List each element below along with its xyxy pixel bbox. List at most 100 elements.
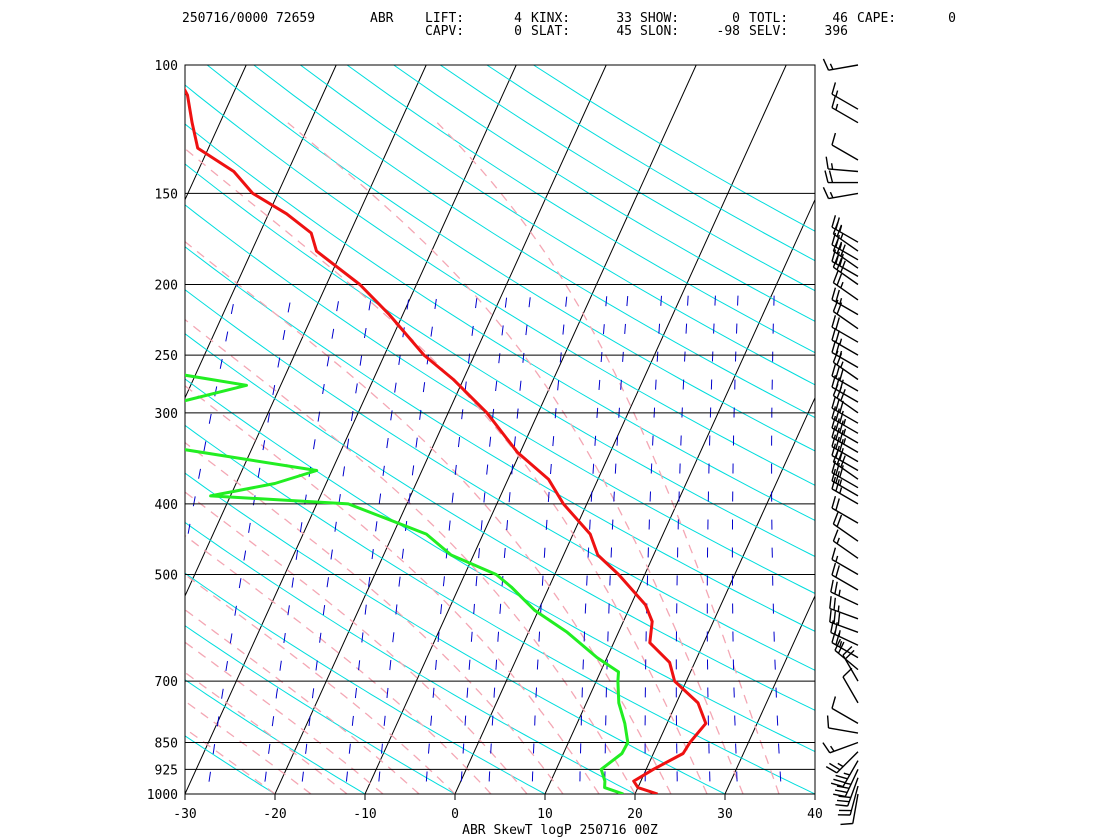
wind-barb: [831, 232, 859, 261]
moist-adiabat-line: [436, 122, 780, 794]
wind-barb: [832, 255, 859, 286]
x-tick-label: 30: [717, 807, 733, 822]
y-tick-label: 250: [155, 349, 178, 364]
x-tick-label: 20: [627, 807, 643, 822]
dry-adiabat-line: [185, 521, 637, 794]
header-capv-label: CAPV:: [425, 24, 464, 39]
header-show-label: SHOW:: [640, 11, 679, 26]
mixing-ratio-line: [206, 284, 294, 794]
wind-barb: [831, 460, 859, 489]
y-tick-label: 400: [155, 498, 178, 513]
x-tick-label: -10: [353, 807, 376, 822]
moist-adiabat-line: [185, 671, 348, 794]
wind-barb: [831, 249, 859, 278]
wind-barb: [831, 396, 859, 424]
moist-adiabat-line: [185, 147, 708, 794]
header-cape-label: CAPE:: [857, 11, 896, 26]
wind-barb: [825, 751, 859, 774]
dry-adiabat-line: [185, 163, 815, 558]
wind-barb: [831, 132, 859, 161]
wind-barb: [833, 769, 859, 798]
isotherm-line: [814, 792, 815, 794]
plot-frame: [184, 64, 816, 795]
wind-barb: [832, 350, 859, 381]
wind-barb: [831, 82, 859, 110]
header-cape-value: 0: [948, 11, 956, 26]
wind-barb: [831, 315, 859, 343]
isotherm-line: [724, 594, 815, 794]
x-axis-label: ABR SkewT logP 250716 00Z: [462, 823, 658, 838]
wind-barb: [831, 406, 859, 434]
x-tick-label: -20: [263, 807, 286, 822]
wind-barb: [831, 340, 859, 369]
mixing-ratio-line: [262, 284, 342, 794]
wind-barb: [831, 287, 859, 316]
dry-adiabat-line: [185, 333, 815, 711]
x-tick-label: -30: [173, 807, 196, 822]
isotherm-line: [634, 396, 815, 794]
dry-adiabat-line: [206, 65, 815, 452]
wind-barb: [831, 547, 859, 576]
mixing-ratio-line: [487, 284, 533, 794]
header-kinx-label: KINX:: [531, 11, 570, 26]
dry-adiabat-line: [185, 123, 815, 521]
dry-adiabat-line: [185, 204, 815, 594]
header-slon-label: SLON:: [640, 24, 679, 39]
y-tick-label: 100: [155, 59, 178, 74]
y-tick-label: 500: [155, 569, 178, 584]
isotherm-line: [454, 65, 787, 794]
dry-adiabat-line: [185, 84, 815, 486]
isotherm-line: [544, 198, 815, 794]
header-slat-value: 45: [616, 24, 632, 39]
isotherm-line: [185, 65, 247, 201]
dry-adiabat-line: [185, 378, 815, 753]
wind-barb: [831, 363, 859, 392]
moist-adiabat-line: [185, 318, 636, 794]
dry-adiabat-line: [185, 572, 547, 794]
header-selv-label: SELV:: [749, 24, 788, 39]
isotherm-line: [274, 65, 607, 794]
dry-adiabat-line: [185, 625, 457, 794]
x-tick-label: 10: [537, 807, 553, 822]
header-totl-value: 46: [832, 11, 848, 26]
mixing-ratio-line: [731, 284, 739, 794]
wind-barb: [829, 609, 859, 633]
header: 250716/0000 72659 ABR LIFT: 4 KINX: 33 S…: [182, 11, 956, 39]
wind-barb: [831, 328, 859, 356]
dry-adiabat-line: [185, 472, 727, 794]
dry-adiabat-line: [185, 246, 815, 632]
header-show-value: 0: [732, 11, 740, 26]
wind-barb: [831, 468, 859, 497]
moist-adiabat-line: [185, 727, 276, 794]
isotherm-line: [0, 65, 156, 794]
wind-barb: [831, 443, 859, 472]
dry-adiabat-line: [185, 289, 815, 671]
y-tick-label: 150: [155, 187, 178, 202]
moist-adiabat-line: [185, 609, 420, 794]
dry-adiabat-line: [185, 424, 815, 794]
wind-barb: [832, 529, 859, 559]
wind-barb: [822, 187, 859, 200]
wind-barb: [831, 496, 859, 524]
mixing-ratio-line: [644, 284, 663, 794]
dry-adiabat-line: [185, 793, 186, 794]
y-tick-label: 925: [155, 763, 178, 778]
wind-barb: [831, 696, 859, 725]
wind-barb: [831, 434, 859, 463]
header-totl-label: TOTL:: [749, 11, 788, 26]
wind-barb: [842, 667, 859, 704]
moist-adiabat-line: [185, 700, 312, 794]
mixing-ratio-line: [344, 284, 412, 794]
isotherm-line: [364, 65, 697, 794]
header-slon-value: -98: [717, 24, 740, 39]
isotherm-line: [0, 65, 66, 794]
dry-adiabat-line: [185, 735, 276, 794]
y-tick-label: 200: [155, 278, 178, 293]
wind-barb: [829, 596, 859, 620]
header-selv-value: 396: [825, 24, 848, 39]
wind-barb: [837, 785, 859, 816]
wind-barb: [824, 170, 858, 184]
mixing-ratio-line: [531, 284, 569, 794]
dry-adiabat-line: [253, 65, 815, 419]
